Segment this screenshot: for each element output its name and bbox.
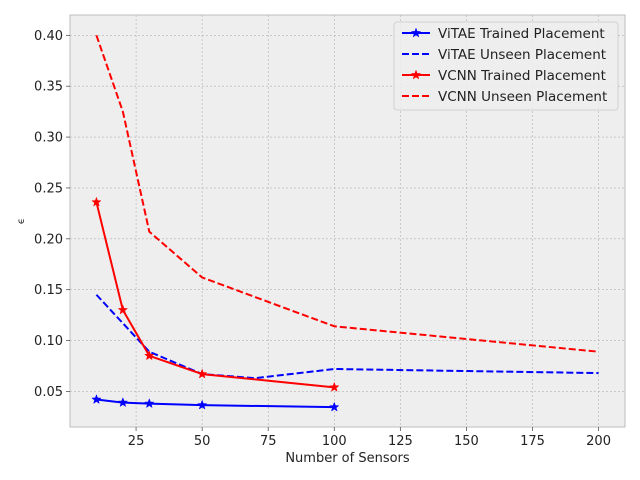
data-point xyxy=(196,399,208,410)
x-tick-label: 125 xyxy=(388,434,413,449)
x-axis-ticks: 25 50 75 100 125 150 175 200 xyxy=(128,427,611,449)
data-point xyxy=(144,350,155,361)
y-tick-label: 0.15 xyxy=(34,283,63,298)
data-point xyxy=(117,304,129,315)
legend-label: VCNN Trained Placement xyxy=(438,68,606,84)
y-tick-label: 0.25 xyxy=(34,181,63,196)
y-tick-label: 0.05 xyxy=(34,385,63,400)
data-point xyxy=(91,394,102,405)
series-layer xyxy=(91,35,599,412)
legend-label: ViTAE Unseen Placement xyxy=(438,47,606,63)
y-tick-label: 0.20 xyxy=(34,232,63,247)
y-axis-label: ϵ xyxy=(16,218,27,224)
x-tick-label: 100 xyxy=(322,434,347,449)
data-point xyxy=(329,381,340,392)
x-tick-label: 175 xyxy=(520,434,545,449)
series-group xyxy=(91,394,340,412)
x-tick-label: 25 xyxy=(128,434,145,449)
y-tick-label: 0.35 xyxy=(34,80,63,95)
legend: ViTAE Trained Placement ViTAE Unseen Plac… xyxy=(393,21,619,111)
x-tick-label: 150 xyxy=(454,434,479,449)
series-group xyxy=(91,196,340,392)
data-point xyxy=(329,401,340,412)
y-tick-label: 0.10 xyxy=(34,334,63,349)
legend-label: VCNN Unseen Placement xyxy=(438,89,607,105)
y-tick-label: 0.40 xyxy=(34,29,63,44)
legend-marker xyxy=(410,27,422,38)
x-tick-label: 50 xyxy=(194,434,211,449)
y-axis-ticks: 0.05 0.10 0.15 0.20 0.25 0.30 0.35 0.40 xyxy=(34,29,70,400)
x-tick-label: 200 xyxy=(586,434,611,449)
y-tick-label: 0.30 xyxy=(34,131,63,146)
legend-box xyxy=(393,21,619,111)
x-tick-label: 75 xyxy=(260,434,277,449)
data-point xyxy=(91,196,102,207)
legend-label: ViTAE Trained Placement xyxy=(438,26,605,42)
plot-frame xyxy=(69,14,626,428)
data-point xyxy=(196,368,208,379)
x-axis-label: Number of Sensors xyxy=(285,451,410,466)
data-point xyxy=(144,398,155,409)
legend-marker xyxy=(410,69,422,80)
data-point xyxy=(117,397,129,408)
